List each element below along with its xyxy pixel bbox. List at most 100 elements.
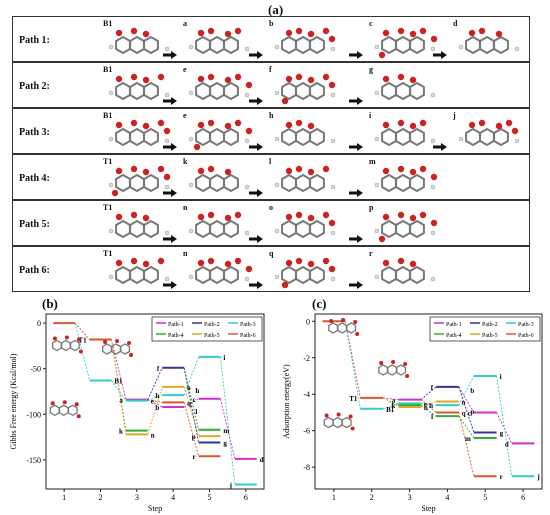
y-tick-label: 0 <box>306 317 310 326</box>
ring <box>328 322 339 334</box>
ring <box>120 343 131 355</box>
y-tick-label: -8 <box>303 463 310 472</box>
level-connector <box>147 399 163 408</box>
molecule-inset <box>102 339 134 357</box>
level-label: d <box>260 456 264 464</box>
ring <box>387 364 398 376</box>
legend-label: Path-3 <box>240 322 256 328</box>
molecule-structure <box>374 119 436 147</box>
x-tick-label: 2 <box>99 493 103 502</box>
level-connector <box>458 412 475 477</box>
level-label: n <box>424 404 428 412</box>
path-row: Path 5: T1 n o p <box>12 200 530 246</box>
oxygen-atom <box>64 335 69 340</box>
structure-label: p <box>369 203 374 212</box>
structure-label: g <box>369 65 373 74</box>
level-label: e <box>151 398 154 406</box>
path-row: Path 2: B1 e f g <box>12 62 530 108</box>
structure-label: c <box>369 19 373 28</box>
arrow-right-icon <box>249 51 263 59</box>
level-label: c <box>468 409 471 417</box>
molecule-structure <box>108 73 170 101</box>
oxygen-atom <box>50 401 55 406</box>
structure-label: o <box>269 203 273 212</box>
gibbs-energy-chart: 1 2 3 4 5 6 0 -50 -100 -150 Step Gibbs Free energy … <box>9 313 265 513</box>
level-label: a <box>392 397 396 405</box>
ring <box>332 416 343 429</box>
level-connector <box>344 321 361 398</box>
arrow-right-icon <box>433 143 447 151</box>
x-tick-label: 5 <box>483 493 487 502</box>
legend-label: Path-6 <box>518 333 534 339</box>
structure-label: l <box>269 157 272 166</box>
molecule-structure <box>458 119 520 147</box>
molecule-structure <box>108 27 170 55</box>
x-tick-label: 6 <box>244 493 248 502</box>
ring <box>102 343 113 355</box>
y-tick-label: 0 <box>37 319 41 328</box>
level-connector <box>219 356 236 485</box>
level-label: l <box>431 413 433 421</box>
path-name: Path 4: <box>19 173 50 184</box>
structure-label: h <box>269 111 274 120</box>
oxygen-atom <box>348 414 353 419</box>
level-label: f <box>157 365 160 373</box>
oxygen-atom <box>76 414 81 419</box>
level-connector <box>183 367 200 443</box>
arrow-right-icon <box>163 281 177 289</box>
molecule-structure <box>108 211 170 239</box>
arrow-right-icon <box>349 189 363 197</box>
level-label: T1 <box>78 337 87 345</box>
molecule-structure <box>188 165 250 193</box>
molecule-structure <box>274 73 336 105</box>
arrow-right-icon <box>163 97 177 105</box>
ring <box>341 416 352 429</box>
marker-label: h <box>195 387 199 395</box>
arrow-right-icon <box>249 281 263 289</box>
structure-label: e <box>183 111 187 120</box>
level-label: r <box>500 473 503 481</box>
path-row: Path 1: B1 a b c d <box>12 16 530 62</box>
molecule-inset <box>49 400 81 419</box>
arrow-right-icon <box>163 189 177 197</box>
molecule-structure <box>108 119 171 147</box>
level-label: q <box>187 399 191 407</box>
legend-label: Path-4 <box>168 333 184 339</box>
x-axis-label: Step <box>148 504 162 513</box>
molecule-structure <box>188 73 253 101</box>
level-label: q <box>462 409 466 417</box>
oxygen-atom <box>329 319 334 323</box>
path-name: Path 6: <box>19 265 50 276</box>
level-connector <box>111 380 127 401</box>
path-name: Path 3: <box>19 127 50 138</box>
structure-label: i <box>369 111 372 120</box>
structure-label: n <box>183 203 188 212</box>
legend-label: Path-3 <box>518 322 534 328</box>
molecule-structure <box>374 27 438 59</box>
level-label: o <box>187 384 191 392</box>
x-tick-label: 6 <box>521 493 525 502</box>
structure-label: T1 <box>103 249 113 258</box>
level-connector <box>496 375 513 477</box>
y-tick-label: -100 <box>26 410 41 419</box>
molecule-structure <box>188 257 253 285</box>
molecule-structure <box>374 73 436 101</box>
arrow-right-icon <box>249 235 263 243</box>
adsorption-energy-chart: 1 2 3 4 5 6 0 -2 -4 -6 -8 Step Adsorption energy(eV)… <box>282 313 543 513</box>
level-label: m <box>465 435 471 443</box>
level-connector <box>147 399 163 403</box>
level-connector <box>458 375 475 406</box>
legend-label: Path-1 <box>446 322 462 328</box>
molecule-structure <box>374 257 436 285</box>
level-connector <box>383 397 399 401</box>
molecule-inset <box>323 412 355 431</box>
level-label: j <box>536 473 539 481</box>
molecule-structure <box>108 165 171 197</box>
molecule-structure <box>188 27 250 55</box>
level-label: o <box>462 399 466 407</box>
oxygen-atom <box>127 341 132 345</box>
oxygen-atom <box>115 339 120 343</box>
ring <box>111 343 122 355</box>
x-axis-label: Step <box>421 504 435 513</box>
arrow-right-icon <box>433 51 447 59</box>
